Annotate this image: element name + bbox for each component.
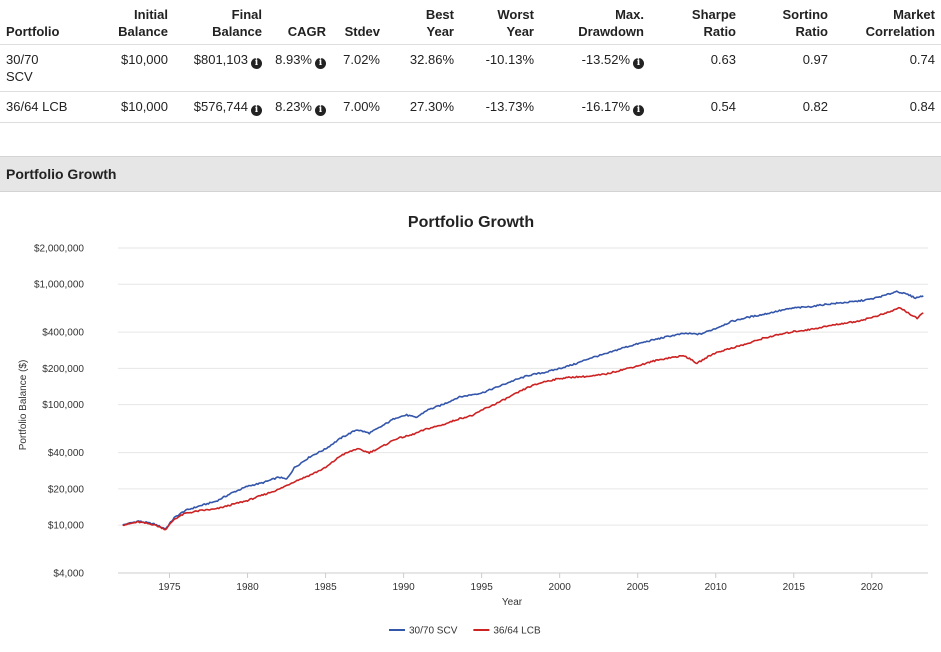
x-tick-label: 2000 <box>549 582 572 593</box>
series-line <box>122 290 924 530</box>
row-worst-year: -10.13% <box>460 44 540 92</box>
info-icon[interactable]: i <box>633 58 644 69</box>
chart-title: Portfolio Growth <box>408 214 534 231</box>
y-tick-label: $100,000 <box>42 400 84 411</box>
y-tick-label: $2,000,000 <box>34 244 84 255</box>
section-title: Portfolio Growth <box>6 166 117 182</box>
x-tick-label: 1995 <box>471 582 494 593</box>
row-sharpe-ratio: 0.63 <box>650 44 742 92</box>
row-max-drawdown: -13.52% i <box>540 44 650 92</box>
row-sortino-ratio: 0.82 <box>742 91 834 123</box>
y-axis-ticks: $4,000 $10,000 $20,000 $40,000 $100,000 $200,… <box>34 244 84 580</box>
x-tick-label: 1990 <box>392 582 415 593</box>
row-max-drawdown: -16.17% i <box>540 91 650 123</box>
x-tick-label: 1980 <box>236 582 259 593</box>
header-sharpe-ratio: Sharpe Ratio <box>650 0 742 45</box>
header-portfolio: Portfolio <box>0 0 92 45</box>
portfolio-stats-table: Portfolio Initial Balance Final Balance CA… <box>0 0 941 123</box>
info-icon[interactable]: i <box>251 105 262 116</box>
header-best-year: Best Year <box>386 0 460 45</box>
series-line <box>122 306 924 531</box>
x-tick-label: 2005 <box>627 582 650 593</box>
x-tick-label: 1975 <box>158 582 181 593</box>
row-cagr: 8.23% i <box>268 91 332 123</box>
header-worst-year: Worst Year <box>460 0 540 45</box>
row-initial-balance: $10,000 <box>92 91 174 123</box>
x-axis-label: Year <box>502 597 523 608</box>
row-market-correlation: 0.74 <box>834 44 941 92</box>
row-final-balance: $576,744 i <box>174 91 268 123</box>
y-tick-label: $10,000 <box>48 521 85 532</box>
info-icon[interactable]: i <box>315 105 326 116</box>
y-tick-label: $40,000 <box>48 448 85 459</box>
row-sortino-ratio: 0.97 <box>742 44 834 92</box>
y-tick-label: $1,000,000 <box>34 280 84 291</box>
legend-label: 30/70 SCV <box>409 626 458 637</box>
y-tick-label: $4,000 <box>53 569 84 580</box>
row-best-year: 27.30% <box>386 91 460 123</box>
y-tick-label: $200,000 <box>42 364 84 375</box>
header-sortino-ratio: Sortino Ratio <box>742 0 834 45</box>
x-tick-label: 2015 <box>783 582 806 593</box>
x-tick-label: 1985 <box>314 582 337 593</box>
row-sharpe-ratio: 0.54 <box>650 91 742 123</box>
x-axis-ticks: 1975 1980 1985 1990 1995 2000 2005 2010 2015 2020 <box>158 573 883 593</box>
header-market-correlation: Market Correlation <box>834 0 941 45</box>
y-axis-label: Portfolio Balance ($) <box>18 360 29 451</box>
x-tick-label: 2020 <box>861 582 884 593</box>
portfolio-growth-chart: Portfolio Growth $4,000 $10,000 $20,000 $40… <box>18 214 928 637</box>
x-tick-label: 2010 <box>705 582 728 593</box>
row-stdev: 7.00% <box>332 91 386 123</box>
row-final-balance: $801,103 i <box>174 44 268 92</box>
row-stdev: 7.02% <box>332 44 386 92</box>
row-portfolio-name: 30/70 SCV <box>0 44 92 92</box>
header-final-balance: Final Balance <box>174 0 268 45</box>
header-max-drawdown: Max. Drawdown <box>540 0 650 45</box>
info-icon[interactable]: i <box>251 58 262 69</box>
y-tick-label: $400,000 <box>42 328 84 339</box>
row-cagr: 8.93% i <box>268 44 332 92</box>
row-initial-balance: $10,000 <box>92 44 174 92</box>
row-worst-year: -13.73% <box>460 91 540 123</box>
table-header-row: Portfolio Initial Balance Final Balance CA… <box>0 0 941 45</box>
header-stdev: Stdev <box>332 0 386 45</box>
portfolio-growth-section-header: Portfolio Growth <box>0 156 941 192</box>
info-icon[interactable]: i <box>633 105 644 116</box>
row-market-correlation: 0.84 <box>834 91 941 123</box>
chart-gridlines <box>118 247 928 574</box>
row-portfolio-name: 36/64 LCB <box>0 91 92 123</box>
info-icon[interactable]: i <box>315 58 326 69</box>
header-initial-balance: Initial Balance <box>92 0 174 45</box>
chart-series <box>122 290 924 531</box>
y-tick-label: $20,000 <box>48 484 85 495</box>
legend-label: 36/64 LCB <box>493 626 541 637</box>
table-row: 30/70 SCV $10,000 $801,103 i 8.93% i 7.02% … <box>0 44 941 92</box>
row-best-year: 32.86% <box>386 44 460 92</box>
table-row: 36/64 LCB $10,000 $576,744 i 8.23% i 7.00%… <box>0 91 941 123</box>
header-cagr: CAGR <box>268 0 332 45</box>
chart-legend: 30/70 SCV 36/64 LCB <box>389 626 541 637</box>
